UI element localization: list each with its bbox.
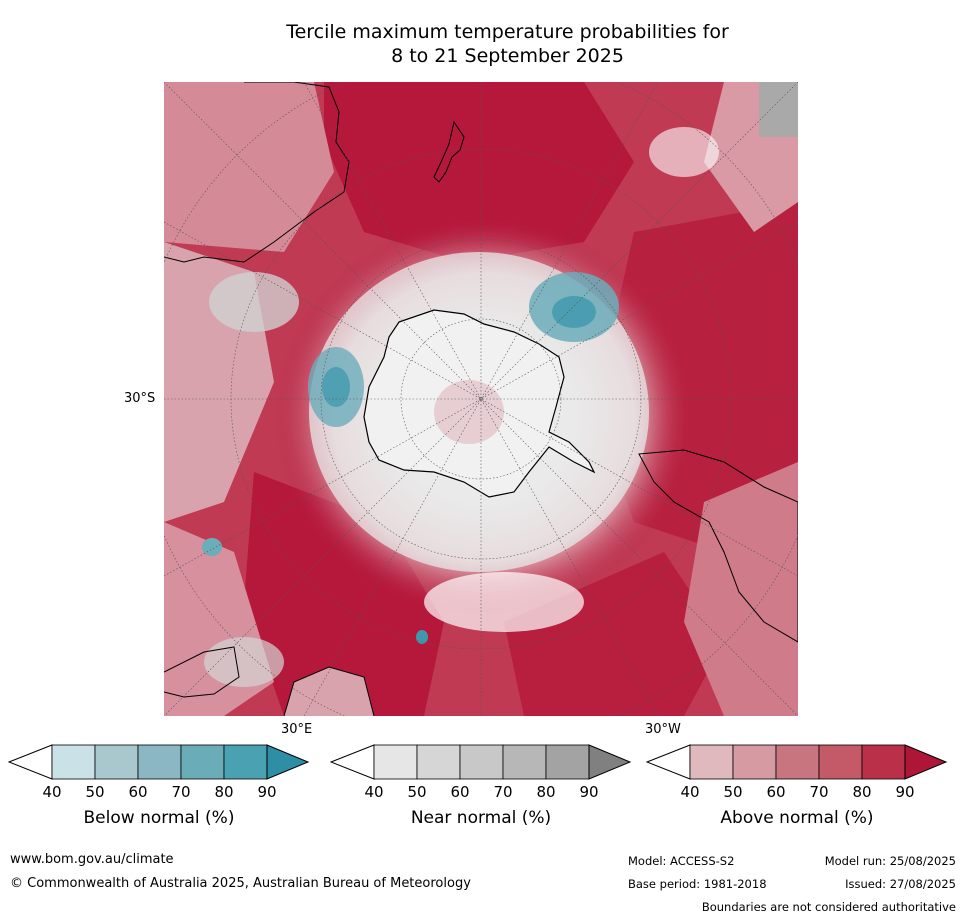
colorbar-segment	[775, 744, 820, 780]
above-tick: 60	[766, 783, 786, 801]
pole-region	[434, 380, 504, 444]
below-tick: 90	[257, 783, 277, 801]
colorbar-upper-arrow	[588, 744, 632, 780]
south-polar-map	[164, 82, 798, 716]
colorbar-segment	[51, 744, 96, 780]
near-normal-colorbar	[330, 744, 632, 780]
near-normal-corner	[759, 82, 798, 137]
lon-label-30e: 30°E	[281, 722, 313, 737]
below-tick: 70	[171, 783, 191, 801]
below-tick: 60	[128, 783, 148, 801]
below-normal-patch	[552, 296, 596, 328]
near-tick: 70	[493, 783, 513, 801]
model-text: Model: ACCESS-S2	[628, 854, 735, 868]
colorbar-segment	[94, 744, 139, 780]
above-tick: 80	[852, 783, 872, 801]
colorbar-upper-arrow	[266, 744, 310, 780]
graticule	[164, 82, 798, 716]
lon-label-30w: 30°W	[645, 722, 681, 737]
title-line-2: 8 to 21 September 2025	[391, 45, 624, 67]
above-tick: 50	[723, 783, 743, 801]
above-tick: 70	[809, 783, 829, 801]
near-normal-patch	[209, 272, 299, 332]
colorbar-segment	[818, 744, 863, 780]
madagascar-area-outline	[283, 666, 375, 716]
copyright-text: © Commonwealth of Australia 2025, Austra…	[10, 876, 471, 891]
colorbar-segment	[459, 744, 504, 780]
australia-outline	[164, 82, 350, 263]
near-normal-legend-title: Near normal (%)	[410, 808, 552, 828]
above-normal-legend-title: Above normal (%)	[720, 808, 874, 828]
colorbar-segment	[689, 744, 734, 780]
above-tick: 40	[680, 783, 700, 801]
near-tick: 90	[579, 783, 599, 801]
below-tick: 80	[214, 783, 234, 801]
africa-outline	[164, 646, 240, 698]
above-strong-region	[324, 82, 634, 262]
colorbar-lower-arrow	[8, 744, 53, 780]
base-period-text: Base period: 1981-2018	[628, 877, 767, 891]
near-tick: 80	[536, 783, 556, 801]
lat-label-30s: 30°S	[124, 391, 156, 406]
near-tick: 50	[407, 783, 427, 801]
model-run-text: Model run: 25/08/2025	[824, 854, 956, 868]
probability-map-svg	[164, 82, 798, 716]
colorbar-segment	[545, 744, 590, 780]
map-title: Tercile maximum temperature probabilitie…	[0, 20, 965, 68]
colorbar-segment	[732, 744, 777, 780]
issued-text: Issued: 27/08/2025	[845, 877, 956, 891]
near-normal-patch	[649, 127, 719, 177]
above-normal-colorbar	[646, 744, 948, 780]
colorbar-segment	[416, 744, 461, 780]
below-normal-patch	[416, 630, 428, 644]
website-link[interactable]: www.bom.gov.au/climate	[10, 852, 174, 867]
near-normal-patch	[424, 572, 584, 632]
near-tick: 60	[450, 783, 470, 801]
below-tick: 50	[85, 783, 105, 801]
colorbar-upper-arrow	[904, 744, 948, 780]
near-normal-patch	[204, 637, 284, 687]
colorbar-lower-arrow	[646, 744, 691, 780]
colorbar-lower-arrow	[330, 744, 375, 780]
above-strong-region	[244, 472, 444, 716]
below-normal-colorbar	[8, 744, 310, 780]
below-normal-patch	[322, 367, 350, 407]
above-light-region	[684, 462, 798, 716]
near-tick: 40	[364, 783, 384, 801]
colorbar-segment	[223, 744, 268, 780]
disclaimer-text: Boundaries are not considered authoritat…	[701, 900, 956, 914]
colorbar-segment	[180, 744, 225, 780]
colorbar-segment	[502, 744, 547, 780]
new-zealand-outline	[433, 120, 465, 183]
title-line-1: Tercile maximum temperature probabilitie…	[286, 21, 729, 43]
south-america-outline	[638, 449, 798, 643]
above-strong-region	[504, 552, 724, 716]
colorbar-segment	[373, 744, 418, 780]
colorbar-segment	[137, 744, 182, 780]
below-normal-legend-title: Below normal (%)	[83, 808, 235, 828]
colorbar-segment	[861, 744, 906, 780]
below-normal-patch	[202, 538, 222, 556]
above-tick: 90	[895, 783, 915, 801]
below-tick: 40	[42, 783, 62, 801]
